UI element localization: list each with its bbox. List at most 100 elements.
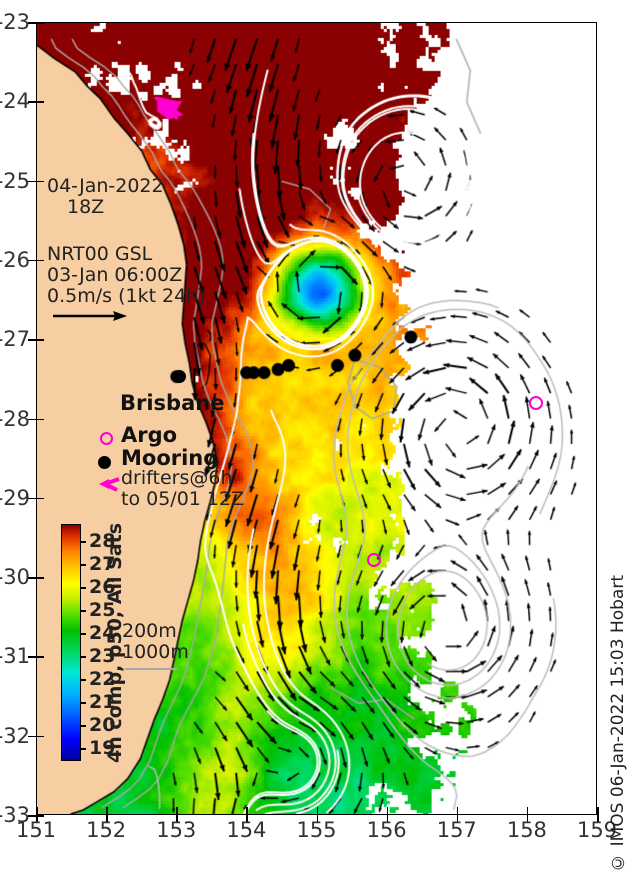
y-tick-label: -23 [0,10,30,34]
x-tick [386,807,389,815]
x-tick-outer [526,815,529,823]
copyright-notice: © IMOS 06-Jan-2022 15:03 Hobart [608,575,628,872]
x-tick [176,807,178,815]
x-tick-outer [597,815,599,823]
y-tick [36,180,44,183]
date-annotation-line2: 18Z [67,196,105,218]
colorbar-tick-label: 19 [89,737,116,760]
colorbar-tick [80,541,86,543]
x-tick-label: 153 [156,818,197,842]
colorbar-tick-label: 27 [89,553,116,576]
bathymetry-legend-line [125,668,177,670]
colorbar-tick [80,748,86,750]
y-tick [36,259,44,262]
y-tick-label: -27 [0,327,30,352]
x-tick [246,807,248,815]
brisbane-city-dot [173,370,186,383]
brisbane-label: Brisbane [120,391,225,415]
colorbar-tick-label: 25 [89,599,116,622]
colorbar-tick [80,656,86,658]
x-tick-label: 152 [86,818,127,842]
product-annotation-line1: NRT00 GSL [47,243,153,265]
y-tick-outer [28,815,36,817]
product-annotation-line2: 03-Jan 06:00Z [47,264,183,286]
x-tick-label: 151 [15,818,57,842]
y-tick-outer [28,656,36,658]
colorbar-tick [80,587,86,589]
x-tick [106,807,108,815]
y-tick-outer [28,418,36,420]
y-tick-outer [28,22,36,24]
colorbar-tick-label: 21 [89,691,116,714]
y-tick-label: -30 [0,565,30,590]
x-tick-label: 157 [436,818,477,842]
y-tick-label: -29 [0,485,30,510]
colorbar-tick [80,633,86,635]
colorbar-tick [80,564,86,566]
bathymetry-1000m-label: 1000m [122,641,189,663]
legend-argo-label: Argo [121,423,178,447]
y-tick [36,497,44,500]
y-tick-label: -33 [0,803,30,827]
x-tick-label: 156 [366,818,407,842]
x-tick-outer [36,815,38,823]
y-tick [36,418,44,420]
oceancurrent-map-figure: 04-Jan-2022 18Z NRT00 GSL 03-Jan 06:00Z … [0,10,628,872]
y-tick [36,656,44,658]
velocity-scale-arrow-icon [53,311,127,321]
y-tick-label: -26 [0,247,30,272]
x-tick [597,807,599,815]
x-tick [36,807,38,815]
y-tick-outer [28,180,36,183]
colorbar-tick [80,610,86,612]
x-tick-outer [106,815,108,823]
y-tick [36,735,44,738]
bathymetry-200m-label: 200m [122,620,177,642]
x-tick-outer [246,815,248,823]
y-tick [36,815,44,817]
y-tick-outer [28,577,36,579]
colorbar-tick-label: 28 [89,530,116,553]
y-tick-label: -25 [0,168,30,193]
y-tick-label: -28 [0,406,30,431]
x-tick-outer [176,815,178,823]
legend-drifter-track-icon [99,477,120,492]
y-tick [36,577,44,579]
x-tick-label: 158 [506,818,547,842]
x-tick-label: 159 [576,818,618,842]
y-tick-outer [28,259,36,262]
y-tick [36,339,44,341]
sst-colorbar [61,524,81,761]
colorbar-tick [80,725,86,727]
x-tick-label: 154 [226,818,267,842]
argo-float-marker[interactable] [367,553,381,567]
x-tick [316,807,318,815]
colorbar-tick-label: 20 [89,714,116,737]
y-tick [36,22,44,24]
argo-float-marker[interactable] [529,396,543,410]
y-tick-label: -32 [0,723,30,748]
x-tick [526,807,529,815]
date-annotation-line1: 04-Jan-2022 [47,175,164,197]
colorbar-tick-label: 24 [89,622,116,645]
colorbar-tick-label: 23 [89,645,116,668]
y-tick [36,101,44,103]
x-tick-outer [316,815,318,823]
y-tick-label: -31 [0,644,30,669]
y-tick-outer [28,339,36,341]
sst-velocity-map-canvas [37,23,596,814]
map-plot-area[interactable]: 04-Jan-2022 18Z NRT00 GSL 03-Jan 06:00Z … [36,22,597,815]
y-tick-outer [28,497,36,500]
x-tick-outer [456,815,459,823]
y-tick-outer [28,101,36,103]
legend-drifter-line1: drifters@6h [121,467,233,489]
colorbar-tick [80,679,86,681]
x-tick-label: 155 [296,818,337,842]
product-annotation-line3: 0.5m/s (1kt 24h) [47,285,206,307]
legend-drifter-line2: to 05/01 12Z [121,488,245,510]
legend-mooring-label: Mooring [121,446,219,470]
y-tick-label: -24 [0,89,30,114]
x-tick [456,807,459,815]
legend-argo-marker-icon [100,432,113,445]
colorbar-tick-label: 26 [89,576,116,599]
